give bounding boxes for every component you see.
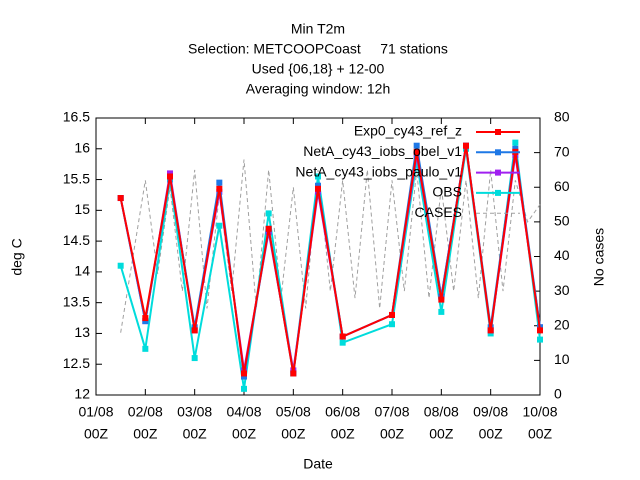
x-tick-label: 08/08 <box>424 404 459 420</box>
series-marker <box>389 311 395 318</box>
x-tick-label: 00Z <box>429 426 454 442</box>
y2-tick-label: 50 <box>554 213 570 229</box>
series-marker <box>290 370 297 377</box>
series-marker <box>265 210 272 217</box>
series-marker <box>191 355 198 362</box>
chart-title: Selection: METCOOPCoast 71 stations <box>188 41 448 57</box>
y-tick-label: 15 <box>74 201 90 217</box>
legend-marker <box>495 189 501 196</box>
series-marker <box>216 179 223 186</box>
legend-label: NetA_cy43_iobs_paulo_v1 <box>295 163 462 179</box>
series-marker <box>413 148 420 155</box>
y-axis-label: deg C <box>9 238 25 275</box>
x-tick-label: 04/08 <box>226 404 261 420</box>
x-tick-label: 07/08 <box>374 404 409 420</box>
y-tick-label: 14 <box>74 263 90 279</box>
legend-marker <box>495 129 501 135</box>
x-tick-label: 09/08 <box>473 404 508 420</box>
y-tick-label: 16.5 <box>63 109 90 125</box>
series-marker <box>339 333 346 340</box>
series-marker <box>265 225 272 232</box>
series-marker <box>487 327 494 334</box>
series-marker <box>512 139 519 146</box>
y-tick-label: 13.5 <box>63 293 90 309</box>
x-tick-label: 05/08 <box>276 404 311 420</box>
legend-label: NetA_cy43_iobs_obel_v1 <box>303 143 462 159</box>
y-tick-label: 13 <box>74 324 90 340</box>
x-tick-label: 10/08 <box>522 404 557 420</box>
series-marker <box>389 321 395 328</box>
y2-tick-label: 70 <box>554 143 570 159</box>
series-marker <box>117 195 124 202</box>
x-tick-label: 00Z <box>528 426 553 442</box>
y-tick-label: 12.5 <box>63 355 90 371</box>
legend-label: CASES <box>415 204 462 220</box>
legend-label: OBS <box>432 184 462 200</box>
y2-tick-label: 0 <box>554 386 562 402</box>
series-marker <box>537 327 543 334</box>
y-tick-label: 16 <box>74 139 90 155</box>
series-marker <box>438 308 445 315</box>
series-marker <box>241 385 247 392</box>
x-tick-label: 00Z <box>84 426 109 442</box>
series-marker <box>216 222 223 229</box>
series-marker <box>241 370 247 377</box>
y-tick-label: 14.5 <box>63 232 90 248</box>
x-tick-label: 02/08 <box>128 404 163 420</box>
series-marker <box>216 185 223 192</box>
x-tick-label: 00Z <box>133 426 158 442</box>
x-tick-label: 00Z <box>183 426 208 442</box>
legend-marker <box>495 149 501 156</box>
series-marker <box>487 330 494 337</box>
series-marker <box>117 262 124 269</box>
x-axis-label: Date <box>303 456 333 472</box>
x-tick-label: 00Z <box>380 426 405 442</box>
y2-tick-label: 40 <box>554 247 570 263</box>
series-marker <box>167 170 173 177</box>
series-marker <box>413 142 420 149</box>
series-marker <box>315 173 321 180</box>
y2-tick-label: 10 <box>554 351 570 367</box>
legend-label: Exp0_cy43_ref_z <box>354 123 462 139</box>
y2-tick-label: 60 <box>554 178 570 194</box>
y2-tick-label: 30 <box>554 282 570 298</box>
series-marker <box>142 315 149 322</box>
y-tick-label: 12 <box>74 386 90 402</box>
x-tick-label: 03/08 <box>177 404 212 420</box>
series-marker <box>241 373 247 380</box>
x-tick-label: 00Z <box>479 426 504 442</box>
y-tick-label: 15.5 <box>63 170 90 186</box>
y2-tick-label: 20 <box>554 316 570 332</box>
series-marker <box>315 182 321 189</box>
series-marker <box>142 345 149 352</box>
series-marker <box>463 142 469 149</box>
y2-tick-label: 80 <box>554 109 570 125</box>
series-marker <box>339 339 346 346</box>
series-marker <box>537 336 543 343</box>
legend-marker <box>495 169 501 176</box>
series-marker <box>142 318 149 325</box>
x-tick-label: 01/08 <box>78 404 113 420</box>
series-line <box>120 159 541 333</box>
x-tick-label: 00Z <box>232 426 257 442</box>
chart-title: Averaging window: 12h <box>246 81 391 97</box>
x-tick-label: 00Z <box>281 426 306 442</box>
series-marker <box>167 173 173 180</box>
series-marker <box>512 145 519 152</box>
chart-title: Min T2m <box>291 21 345 37</box>
series-marker <box>438 296 445 303</box>
chart-title: Used {06,18} + 12-00 <box>252 61 385 77</box>
series-marker <box>315 185 321 192</box>
x-tick-label: 00Z <box>331 426 356 442</box>
series-marker <box>191 327 198 334</box>
y2-axis-label: No cases <box>591 228 607 286</box>
x-tick-label: 06/08 <box>325 404 360 420</box>
